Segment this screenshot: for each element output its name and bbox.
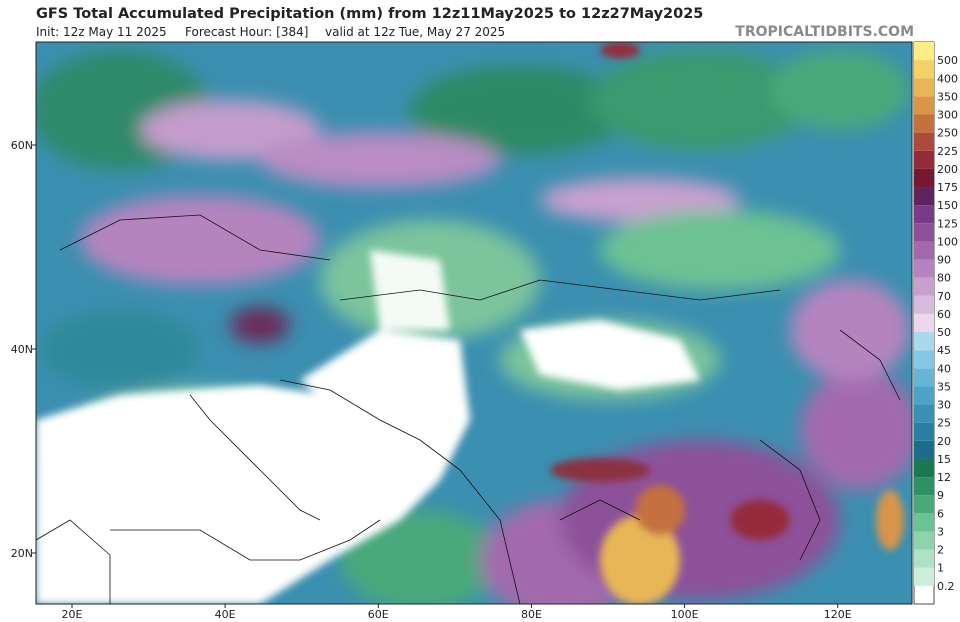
colorbar-label: 2 bbox=[937, 544, 944, 557]
colorbar-segment bbox=[914, 332, 934, 351]
colorbar-label: 25 bbox=[937, 417, 951, 430]
colorbar-label: 90 bbox=[937, 254, 951, 267]
colorbar-segment bbox=[914, 404, 934, 423]
colorbar-label: 250 bbox=[937, 127, 958, 140]
coastlines bbox=[36, 214, 901, 604]
colorbar-label: 400 bbox=[937, 72, 958, 85]
colorbar-segment bbox=[914, 386, 934, 405]
colorbar-label: 350 bbox=[937, 90, 958, 103]
lon-tick-label: 80E bbox=[521, 608, 542, 621]
colorbar-segment bbox=[914, 78, 934, 97]
colorbar-segment bbox=[914, 187, 934, 206]
colorbar-label: 125 bbox=[937, 217, 958, 230]
colorbar-segment bbox=[914, 531, 934, 550]
colorbar-segment bbox=[914, 440, 934, 459]
colorbar: 0.21236912152025303540455060708090100125… bbox=[914, 42, 958, 593]
lat-tick-label: 60N bbox=[11, 139, 33, 152]
colorbar-label: 1 bbox=[937, 562, 944, 575]
colorbar-label: 200 bbox=[937, 163, 958, 176]
lon-tick-label: 20E bbox=[62, 608, 83, 621]
colorbar-segment bbox=[914, 422, 934, 441]
colorbar-segment bbox=[914, 205, 934, 224]
colorbar-label: 500 bbox=[937, 54, 958, 67]
colorbar-label: 9 bbox=[937, 489, 944, 502]
colorbar-segment bbox=[914, 567, 934, 586]
colorbar-label: 150 bbox=[937, 199, 958, 212]
colorbar-segment bbox=[914, 277, 934, 296]
colorbar-label: 0.2 bbox=[937, 580, 955, 593]
lat-tick-label: 20N bbox=[11, 547, 33, 560]
colorbar-label: 45 bbox=[937, 344, 951, 357]
colorbar-segment bbox=[914, 150, 934, 169]
colorbar-segment bbox=[914, 60, 934, 79]
colorbar-label: 35 bbox=[937, 380, 951, 393]
forecast-hour: Forecast Hour: [384] bbox=[185, 25, 308, 39]
precip-map bbox=[36, 42, 912, 604]
colorbar-segment bbox=[914, 114, 934, 133]
colorbar-segment bbox=[914, 549, 934, 568]
colorbar-label: 50 bbox=[937, 326, 951, 339]
colorbar-segment bbox=[914, 368, 934, 387]
colorbar-segment bbox=[914, 458, 934, 478]
colorbar-segment bbox=[914, 259, 934, 278]
colorbar-label: 20 bbox=[937, 435, 951, 448]
colorbar-label: 15 bbox=[937, 453, 951, 466]
colorbar-segment bbox=[914, 477, 934, 496]
lat-tick-label: 40N bbox=[11, 343, 33, 356]
colorbar-label: 30 bbox=[937, 399, 951, 412]
colorbar-segment bbox=[914, 96, 934, 115]
valid-time: valid at 12z Tue, May 27 2025 bbox=[325, 25, 505, 39]
colorbar-label: 6 bbox=[937, 507, 944, 520]
init-time: Init: 12z May 11 2025 bbox=[36, 25, 167, 39]
lon-tick-label: 120E bbox=[824, 608, 852, 621]
colorbar-segment bbox=[914, 42, 934, 61]
colorbar-label: 70 bbox=[937, 290, 951, 303]
colorbar-label: 100 bbox=[937, 235, 958, 248]
colorbar-segment bbox=[914, 295, 934, 314]
colorbar-label: 225 bbox=[937, 145, 958, 158]
map-ticks: 20E 40E 60E 80E 100E 120E 20N 40N 60N bbox=[11, 139, 852, 621]
lon-tick-label: 60E bbox=[368, 608, 389, 621]
colorbar-segment bbox=[914, 132, 934, 151]
colorbar-label: 300 bbox=[937, 109, 958, 122]
colorbar-label: 40 bbox=[937, 362, 951, 375]
colorbar-segment bbox=[914, 168, 934, 188]
colorbar-label: 60 bbox=[937, 308, 951, 321]
colorbar-segment bbox=[914, 495, 934, 514]
colorbar-label: 3 bbox=[937, 525, 944, 538]
colorbar-segment bbox=[914, 241, 934, 260]
colorbar-segment bbox=[914, 350, 934, 369]
colorbar-label: 175 bbox=[937, 181, 958, 194]
colorbar-label: 80 bbox=[937, 272, 951, 285]
title: GFS Total Accumulated Precipitation (mm)… bbox=[36, 6, 703, 22]
colorbar-segment bbox=[914, 513, 934, 532]
map-frame bbox=[35, 41, 913, 605]
lon-tick-label: 100E bbox=[671, 608, 699, 621]
watermark: TROPICALTIDBITS.COM bbox=[735, 24, 914, 40]
colorbar-segment bbox=[914, 223, 934, 242]
colorbar-segment bbox=[914, 313, 934, 333]
colorbar-label: 12 bbox=[937, 471, 951, 484]
lon-tick-label: 40E bbox=[215, 608, 236, 621]
